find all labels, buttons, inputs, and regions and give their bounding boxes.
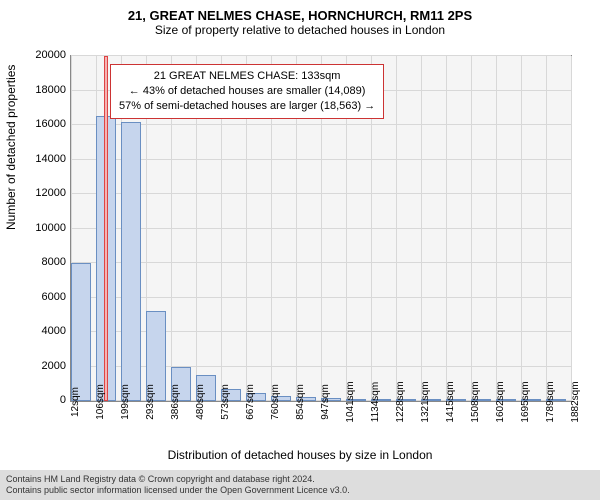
- x-tick-label: 12sqm: [70, 387, 81, 417]
- y-tick-label: 4000: [26, 325, 66, 337]
- x-tick-label: 293sqm: [145, 384, 156, 420]
- gridline-v: [521, 56, 522, 401]
- y-tick-label: 2000: [26, 360, 66, 372]
- y-tick-label: 16000: [26, 118, 66, 130]
- histogram-bar: [71, 263, 91, 401]
- y-tick-label: 0: [26, 394, 66, 406]
- gridline-v: [396, 56, 397, 401]
- annotation-line-1: 21 GREAT NELMES CHASE: 133sqm: [119, 69, 375, 84]
- chart-container: 21, GREAT NELMES CHASE, HORNCHURCH, RM11…: [0, 0, 600, 500]
- x-tick-label: 1228sqm: [395, 381, 406, 422]
- gridline-v: [471, 56, 472, 401]
- x-tick-label: 573sqm: [220, 384, 231, 420]
- x-tick-label: 854sqm: [295, 384, 306, 420]
- y-tick-label: 8000: [26, 256, 66, 268]
- y-tick-label: 14000: [26, 153, 66, 165]
- footer-line-2: Contains public sector information licen…: [6, 485, 594, 496]
- x-tick-label: 1508sqm: [470, 381, 481, 422]
- gridline-v: [546, 56, 547, 401]
- y-tick-label: 18000: [26, 84, 66, 96]
- gridline-v: [421, 56, 422, 401]
- x-tick-label: 1602sqm: [495, 381, 506, 422]
- y-tick-label: 12000: [26, 187, 66, 199]
- x-tick-label: 1882sqm: [570, 381, 581, 422]
- x-tick-label: 1134sqm: [370, 382, 381, 422]
- x-tick-label: 1321sqm: [420, 381, 431, 422]
- histogram-bar: [121, 122, 141, 401]
- x-tick-label: 1789sqm: [545, 381, 556, 422]
- x-tick-label: 1041sqm: [345, 381, 356, 422]
- y-tick-label: 10000: [26, 222, 66, 234]
- gridline-v: [446, 56, 447, 401]
- highlight-bar: [104, 56, 108, 401]
- gridline-v: [496, 56, 497, 401]
- x-tick-label: 667sqm: [245, 384, 256, 420]
- x-tick-label: 386sqm: [170, 384, 181, 420]
- x-tick-label: 1695sqm: [520, 381, 531, 422]
- chart-title-main: 21, GREAT NELMES CHASE, HORNCHURCH, RM11…: [0, 0, 600, 23]
- footer: Contains HM Land Registry data © Crown c…: [0, 470, 600, 500]
- x-tick-label: 760sqm: [270, 384, 281, 420]
- annotation-line-3: 57% of semi-detached houses are larger (…: [119, 99, 375, 114]
- y-tick-label: 6000: [26, 291, 66, 303]
- x-axis-label: Distribution of detached houses by size …: [0, 448, 600, 462]
- annotation-line-2: ← 43% of detached houses are smaller (14…: [119, 84, 375, 99]
- x-tick-label: 199sqm: [120, 384, 131, 420]
- gridline-v: [571, 56, 572, 401]
- x-tick-label: 480sqm: [195, 384, 206, 420]
- y-tick-label: 20000: [26, 49, 66, 61]
- annotation-box: 21 GREAT NELMES CHASE: 133sqm ← 43% of d…: [110, 64, 384, 119]
- x-tick-label: 1415sqm: [445, 381, 456, 422]
- chart-title-sub: Size of property relative to detached ho…: [0, 23, 600, 41]
- x-tick-label: 106sqm: [95, 384, 106, 420]
- x-tick-label: 947sqm: [320, 384, 331, 420]
- y-axis-label: Number of detached properties: [4, 65, 18, 230]
- footer-line-1: Contains HM Land Registry data © Crown c…: [6, 474, 594, 485]
